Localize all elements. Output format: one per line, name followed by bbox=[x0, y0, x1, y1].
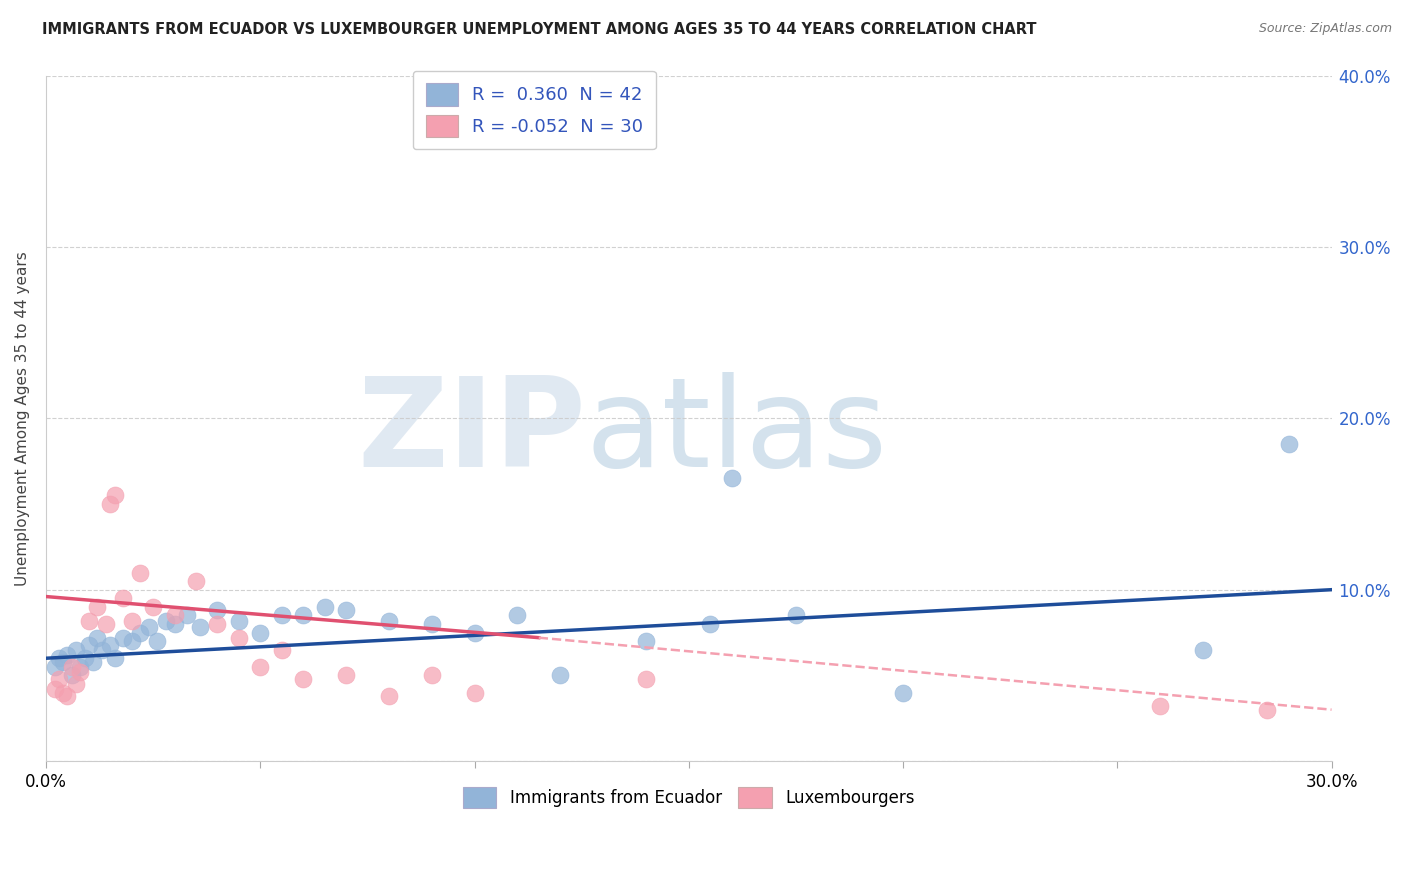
Point bbox=[420, 617, 443, 632]
Point bbox=[129, 566, 152, 580]
Point bbox=[292, 672, 315, 686]
Point bbox=[207, 603, 229, 617]
Point bbox=[891, 685, 914, 699]
Point bbox=[378, 689, 401, 703]
Point bbox=[270, 642, 292, 657]
Point bbox=[73, 651, 96, 665]
Point bbox=[94, 617, 117, 632]
Point bbox=[48, 651, 70, 665]
Point bbox=[60, 668, 83, 682]
Point bbox=[52, 685, 75, 699]
Point bbox=[785, 608, 807, 623]
Point bbox=[314, 599, 336, 614]
Point bbox=[463, 625, 485, 640]
Text: IMMIGRANTS FROM ECUADOR VS LUXEMBOURGER UNEMPLOYMENT AMONG AGES 35 TO 44 YEARS C: IMMIGRANTS FROM ECUADOR VS LUXEMBOURGER … bbox=[42, 22, 1036, 37]
Text: ZIP: ZIP bbox=[357, 371, 586, 492]
Point bbox=[176, 608, 198, 623]
Point bbox=[163, 608, 186, 623]
Legend: Immigrants from Ecuador, Luxembourgers: Immigrants from Ecuador, Luxembourgers bbox=[457, 780, 921, 814]
Y-axis label: Unemployment Among Ages 35 to 44 years: Unemployment Among Ages 35 to 44 years bbox=[15, 251, 30, 586]
Point bbox=[228, 631, 250, 645]
Point bbox=[720, 471, 742, 485]
Point bbox=[129, 625, 152, 640]
Point bbox=[112, 631, 135, 645]
Point bbox=[77, 638, 100, 652]
Point bbox=[155, 614, 177, 628]
Point bbox=[86, 631, 108, 645]
Point bbox=[249, 660, 271, 674]
Point bbox=[60, 660, 83, 674]
Point bbox=[69, 665, 91, 679]
Point bbox=[249, 625, 271, 640]
Point bbox=[420, 668, 443, 682]
Point bbox=[48, 672, 70, 686]
Point bbox=[270, 608, 292, 623]
Point bbox=[98, 638, 121, 652]
Point bbox=[121, 634, 143, 648]
Point bbox=[548, 668, 571, 682]
Point bbox=[44, 682, 66, 697]
Point bbox=[188, 620, 211, 634]
Text: atlas: atlas bbox=[586, 371, 889, 492]
Point bbox=[163, 617, 186, 632]
Point bbox=[52, 655, 75, 669]
Point bbox=[56, 689, 79, 703]
Point bbox=[138, 620, 160, 634]
Point bbox=[1192, 642, 1215, 657]
Point bbox=[463, 685, 485, 699]
Point bbox=[103, 488, 125, 502]
Point bbox=[207, 617, 229, 632]
Point bbox=[142, 599, 165, 614]
Point bbox=[112, 591, 135, 606]
Point bbox=[82, 655, 104, 669]
Point bbox=[228, 614, 250, 628]
Point bbox=[335, 603, 357, 617]
Point bbox=[56, 648, 79, 662]
Point bbox=[86, 599, 108, 614]
Point bbox=[699, 617, 721, 632]
Point bbox=[121, 614, 143, 628]
Point bbox=[44, 660, 66, 674]
Point bbox=[77, 614, 100, 628]
Point bbox=[1149, 699, 1171, 714]
Point bbox=[184, 574, 207, 588]
Point bbox=[335, 668, 357, 682]
Point bbox=[65, 677, 87, 691]
Point bbox=[378, 614, 401, 628]
Point bbox=[69, 660, 91, 674]
Point bbox=[103, 651, 125, 665]
Point bbox=[292, 608, 315, 623]
Point bbox=[1256, 703, 1278, 717]
Point bbox=[506, 608, 529, 623]
Point bbox=[146, 634, 169, 648]
Text: Source: ZipAtlas.com: Source: ZipAtlas.com bbox=[1258, 22, 1392, 36]
Point bbox=[65, 642, 87, 657]
Point bbox=[98, 497, 121, 511]
Point bbox=[634, 672, 657, 686]
Point bbox=[634, 634, 657, 648]
Point bbox=[90, 642, 112, 657]
Point bbox=[1278, 437, 1301, 451]
